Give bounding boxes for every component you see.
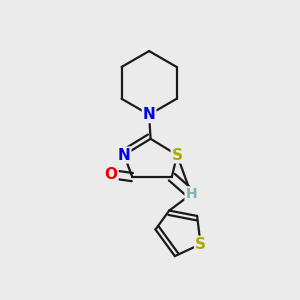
Text: N: N xyxy=(143,107,155,122)
Text: S: S xyxy=(172,148,183,163)
Text: O: O xyxy=(105,167,118,182)
Text: S: S xyxy=(195,237,206,252)
Text: H: H xyxy=(185,187,197,201)
Text: N: N xyxy=(118,148,130,163)
